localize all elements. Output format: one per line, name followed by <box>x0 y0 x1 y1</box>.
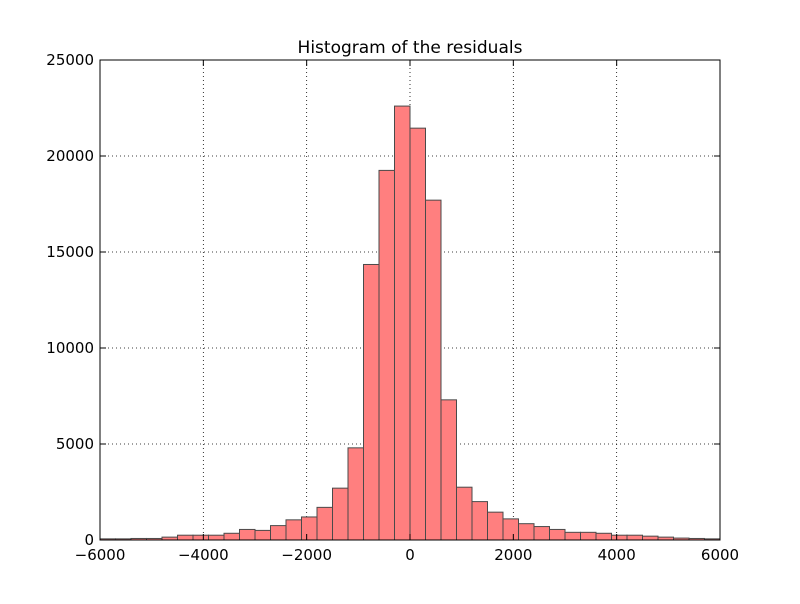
histogram-bar <box>409 127 426 541</box>
x-tick-label: 2000 <box>494 546 532 564</box>
histogram-bar <box>533 526 550 541</box>
y-tick-label: 5000 <box>56 435 94 453</box>
histogram-bar <box>425 199 442 541</box>
histogram-bar <box>285 519 302 541</box>
histogram-bars <box>99 105 721 541</box>
x-tick-label: 4000 <box>598 546 636 564</box>
x-tick-label: −6000 <box>75 546 126 564</box>
histogram-bar <box>440 399 457 541</box>
histogram-bar <box>208 534 225 541</box>
histogram-bar <box>316 506 333 541</box>
histogram-bar <box>471 501 488 541</box>
x-tick-label: −4000 <box>178 546 229 564</box>
axis-ticks <box>99 59 721 541</box>
histogram-bar <box>580 531 597 541</box>
histogram-bar <box>394 105 411 541</box>
histogram-bar <box>254 529 271 541</box>
histogram-bar <box>177 534 194 541</box>
x-tick-label: −2000 <box>281 546 332 564</box>
y-tick-label: 10000 <box>46 339 94 357</box>
histogram-bar <box>223 532 240 541</box>
histogram-bar <box>642 535 659 541</box>
histogram-bar <box>239 528 256 541</box>
histogram-bar <box>518 523 535 541</box>
histogram-bar <box>378 169 395 541</box>
x-tick-label: 0 <box>405 546 415 564</box>
histogram-bar <box>347 447 364 541</box>
histogram-bar <box>502 518 519 541</box>
y-tick-label: 15000 <box>46 243 94 261</box>
histogram-bar <box>611 534 628 541</box>
histogram-bar <box>456 486 473 541</box>
histogram-bar <box>487 511 504 541</box>
y-axis-tick-labels: 0 5000 10000 15000 20000 25000 <box>46 51 94 549</box>
histogram-bar <box>270 525 287 541</box>
chart-title: Histogram of the residuals <box>298 38 523 58</box>
y-tick-label: 20000 <box>46 147 94 165</box>
histogram-bar <box>626 534 643 541</box>
histogram-bar <box>363 263 380 541</box>
x-axis-tick-labels: −6000 −4000 −2000 0 2000 4000 6000 <box>75 546 739 564</box>
histogram-bar <box>332 487 349 541</box>
histogram-bar <box>595 532 612 541</box>
histogram-bar <box>564 531 581 541</box>
y-tick-label: 25000 <box>46 51 94 69</box>
y-tick-label: 0 <box>84 531 94 549</box>
histogram-bar <box>549 528 566 541</box>
histogram-bar <box>192 534 209 541</box>
histogram-bar <box>301 516 318 541</box>
x-tick-label: 6000 <box>701 546 739 564</box>
